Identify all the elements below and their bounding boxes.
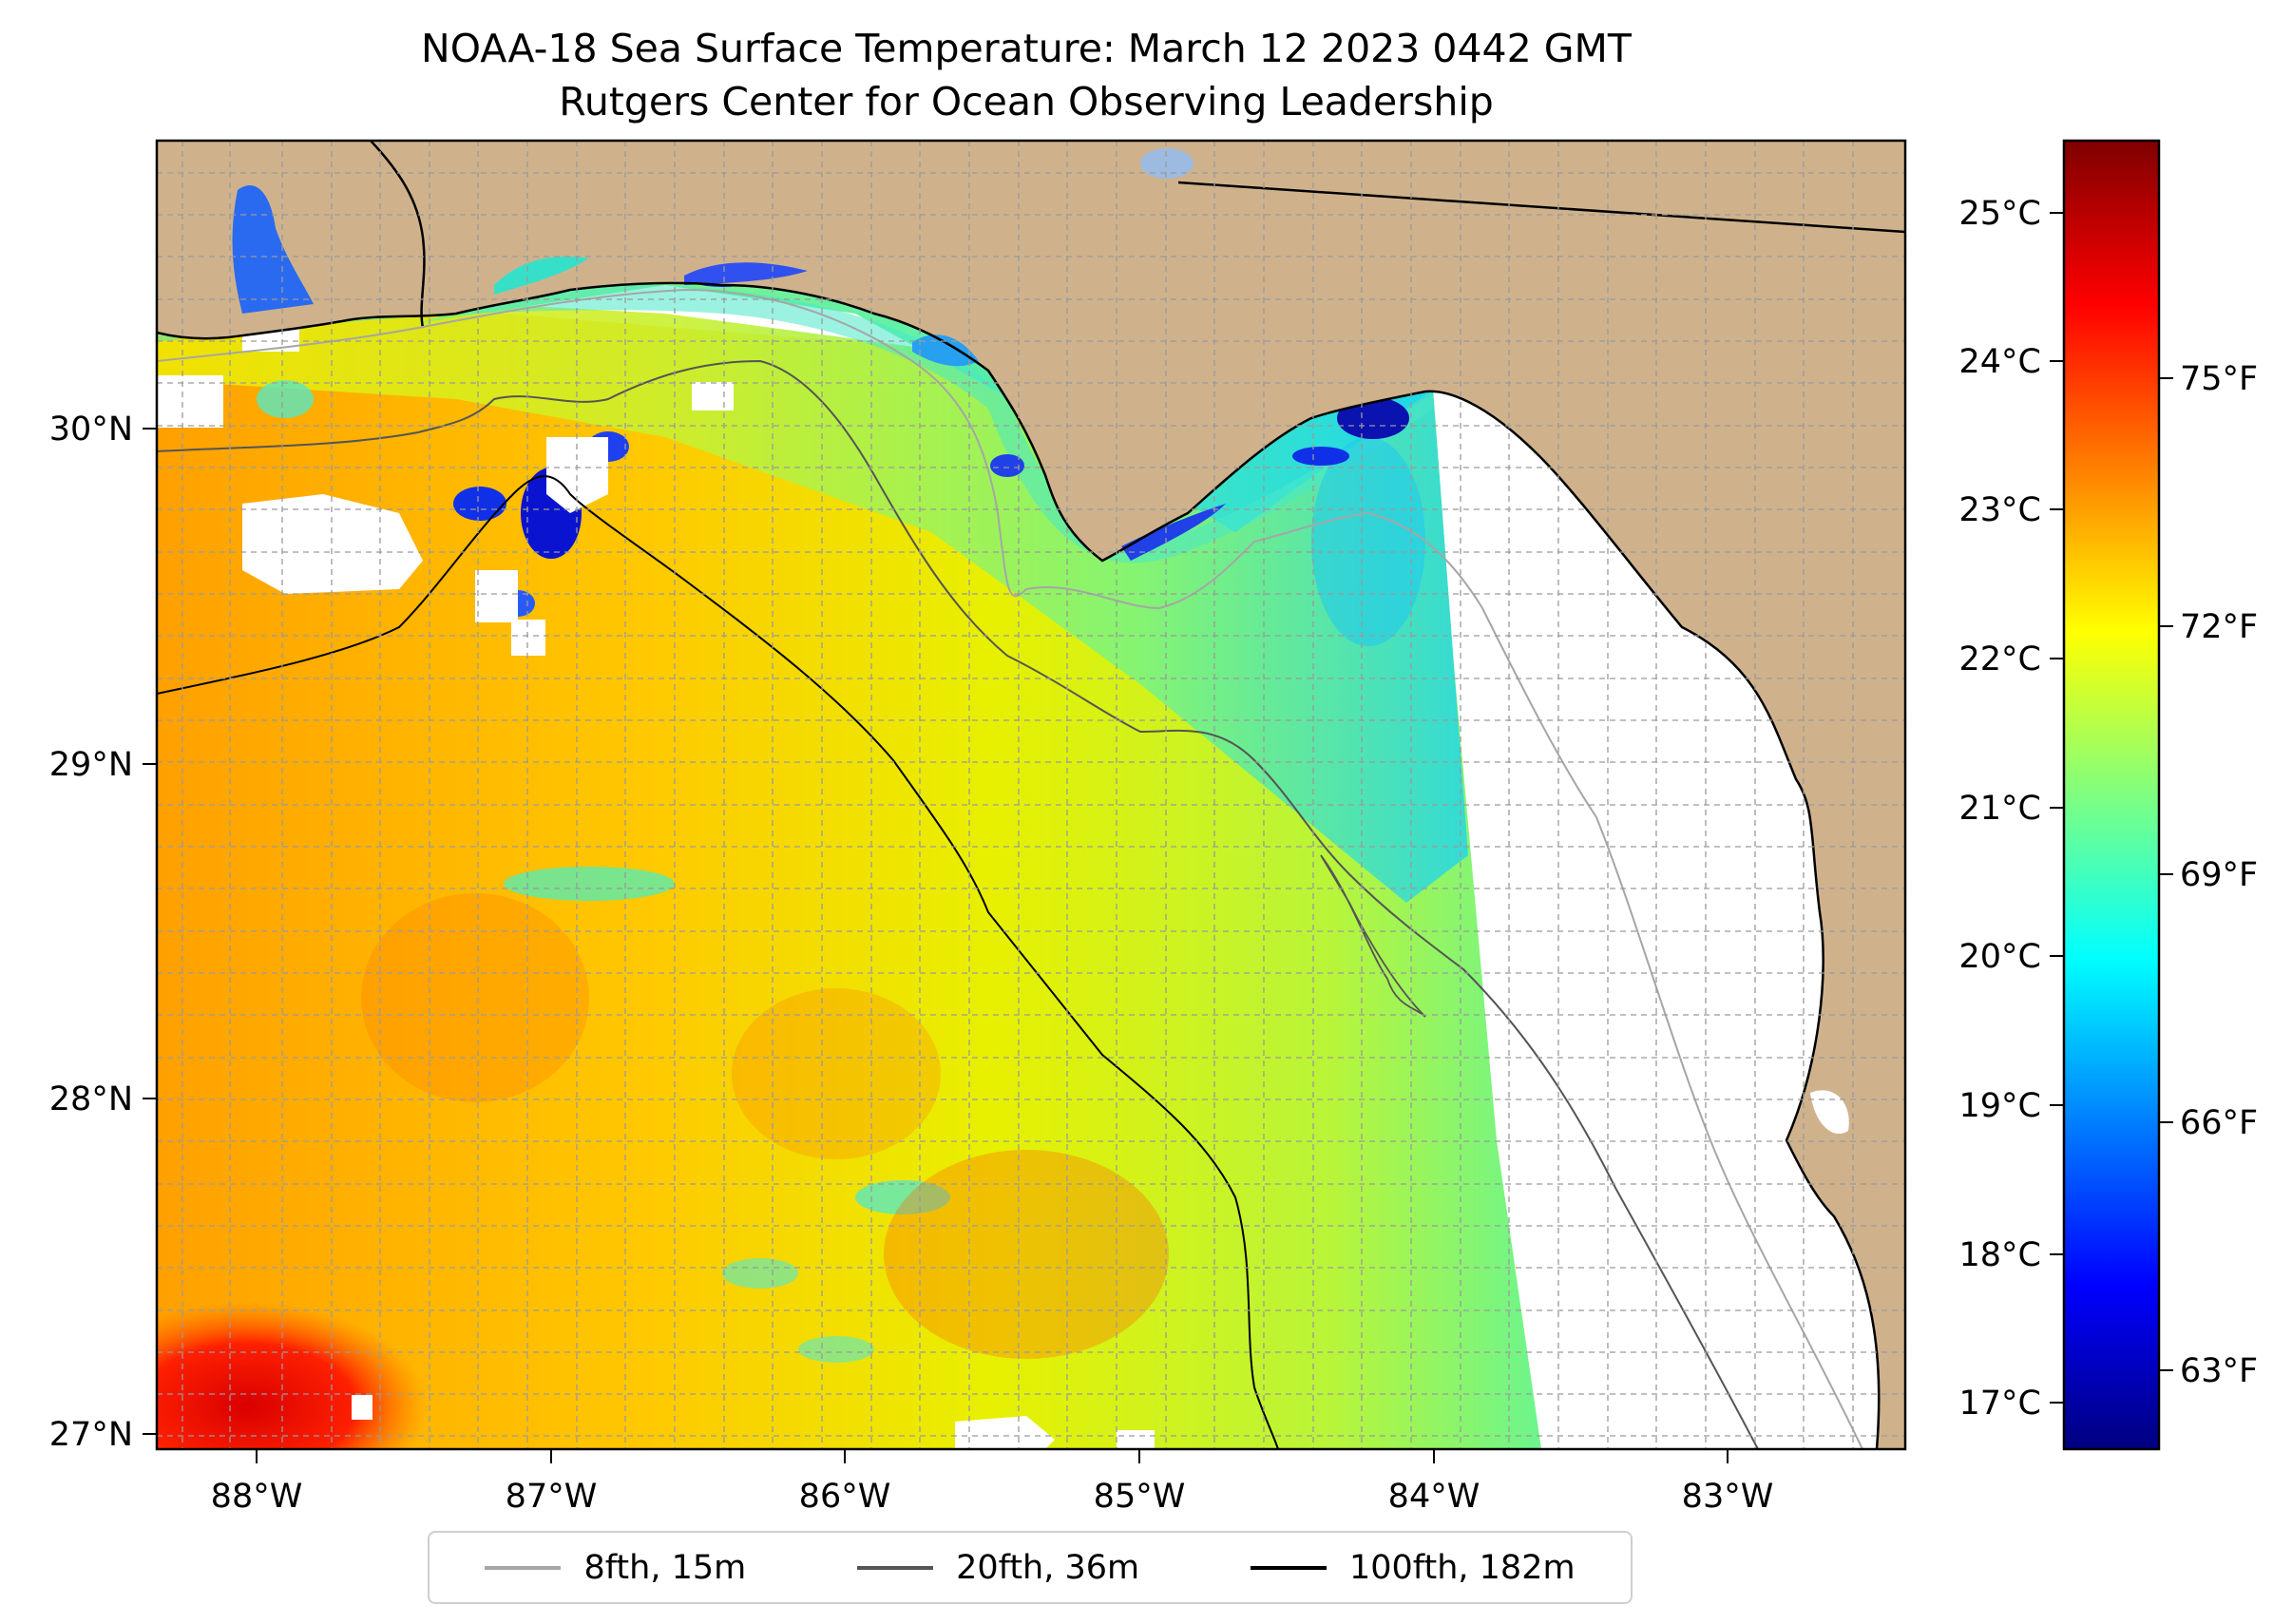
colorbar-fahrenheit-label: 72°F: [2180, 608, 2258, 646]
legend-swatch-8fth: [485, 1565, 562, 1570]
colorbar-fahrenheit-label: 75°F: [2180, 360, 2258, 398]
isobath-8fth: [157, 288, 1863, 1449]
colorbar-celsius-label: 19°C: [1959, 1087, 2041, 1125]
legend-item-8fth: 8fth, 15m: [485, 1549, 746, 1587]
colorbar-celsius-label: 21°C: [1959, 790, 2041, 828]
legend-swatch-100fth: [1250, 1565, 1327, 1570]
lat-tick-label: 27°N: [49, 1416, 133, 1454]
legend-item-20fth: 20fth, 36m: [857, 1549, 1139, 1587]
lon-tick-label: 83°W: [1682, 1478, 1774, 1516]
map-plot-area: [157, 141, 1905, 1449]
lat-tick-label: 29°N: [49, 746, 133, 784]
colorbar-celsius-ticks: [2050, 212, 2173, 1404]
colorbar: [2062, 139, 2161, 1451]
graticule: [157, 141, 1905, 1449]
lat-tick-label: 30°N: [49, 411, 133, 449]
lon-tick-label: 87°W: [506, 1478, 598, 1516]
isobath-legend: 8fth, 15m 20fth, 36m 100fth, 182m: [428, 1531, 1633, 1604]
state-border-fl-ga: [1177, 181, 1905, 234]
colorbar-fahrenheit-label: 66°F: [2180, 1104, 2258, 1142]
colorbar-celsius-label: 23°C: [1959, 491, 2041, 529]
colorbar-celsius-label: 20°C: [1959, 938, 2041, 976]
lon-tick-label: 88°W: [211, 1478, 303, 1516]
isobath-100fth: [157, 475, 1279, 1449]
isobath-20fth: [157, 359, 1759, 1449]
legend-label-8fth: 8fth, 15m: [583, 1548, 747, 1587]
coastline: [157, 281, 1881, 1449]
lon-tick-label: 84°W: [1388, 1478, 1480, 1516]
lon-tick-label: 85°W: [1094, 1478, 1186, 1516]
map-frame: [155, 139, 1907, 1451]
legend-item-100fth: 100fth, 182m: [1250, 1548, 1576, 1587]
legend-label-100fth: 100fth, 182m: [1348, 1548, 1576, 1587]
colorbar-fahrenheit-label: 69°F: [2180, 856, 2258, 894]
map-tick-marks: [143, 428, 1729, 1463]
colorbar-celsius-label: 24°C: [1959, 343, 2041, 381]
colorbar-celsius-label: 25°C: [1959, 195, 2041, 233]
colorbar-celsius-label: 22°C: [1959, 640, 2041, 678]
legend-swatch-20fth: [857, 1565, 934, 1570]
isobath-20fth-inner: [1320, 854, 1426, 1018]
state-border: [370, 141, 426, 329]
lat-tick-label: 28°N: [49, 1080, 133, 1118]
map-subtitle: Rutgers Center for Ocean Observing Leade…: [559, 79, 1494, 124]
legend-label-20fth: 20fth, 36m: [956, 1548, 1140, 1587]
colorbar-celsius-label: 18°C: [1959, 1236, 2041, 1274]
lon-tick-label: 86°W: [799, 1478, 891, 1516]
map-title: NOAA-18 Sea Surface Temperature: March 1…: [421, 26, 1632, 71]
colorbar-celsius-label: 17°C: [1959, 1385, 2041, 1423]
colorbar-fahrenheit-label: 63°F: [2180, 1352, 2258, 1390]
